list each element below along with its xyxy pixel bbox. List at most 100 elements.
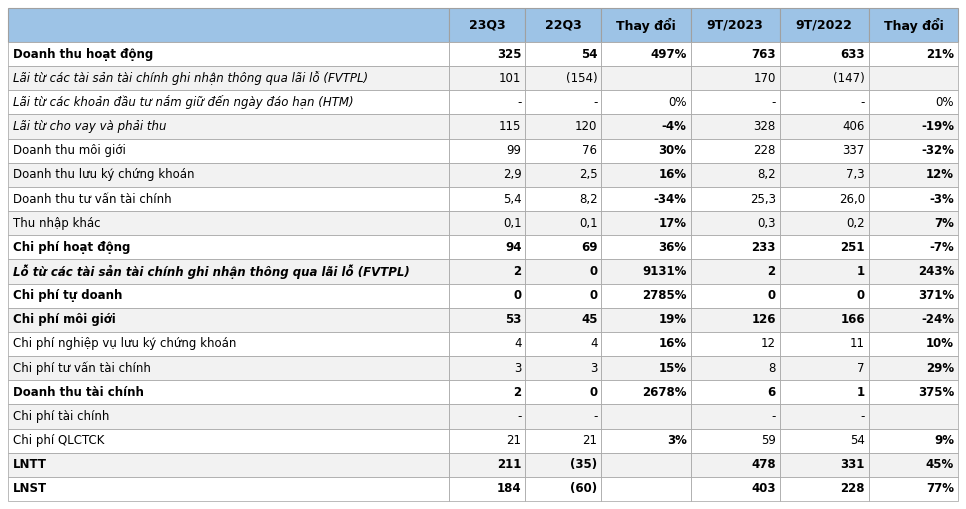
Text: -19%: -19% bbox=[921, 120, 954, 133]
Text: 228: 228 bbox=[840, 483, 865, 495]
Bar bbox=[780, 235, 868, 260]
Bar bbox=[8, 42, 449, 66]
Text: -: - bbox=[772, 96, 776, 109]
Bar bbox=[602, 211, 691, 235]
Text: 21: 21 bbox=[582, 434, 598, 447]
Text: 633: 633 bbox=[840, 47, 865, 61]
Text: 325: 325 bbox=[497, 47, 522, 61]
Bar bbox=[691, 308, 780, 332]
Bar bbox=[8, 284, 449, 308]
Bar bbox=[691, 332, 780, 356]
Text: 7,3: 7,3 bbox=[846, 168, 865, 181]
Bar bbox=[602, 260, 691, 284]
Text: 0%: 0% bbox=[935, 96, 954, 109]
Bar bbox=[868, 284, 958, 308]
Bar bbox=[780, 211, 868, 235]
Bar bbox=[526, 66, 602, 90]
Bar bbox=[526, 211, 602, 235]
Bar bbox=[868, 477, 958, 501]
Text: 406: 406 bbox=[842, 120, 865, 133]
Bar bbox=[602, 90, 691, 115]
Text: Chi phí môi giới: Chi phí môi giới bbox=[13, 314, 116, 326]
Bar bbox=[526, 332, 602, 356]
Bar bbox=[449, 235, 526, 260]
Bar bbox=[8, 163, 449, 187]
Text: 478: 478 bbox=[752, 458, 776, 471]
Text: 10%: 10% bbox=[926, 337, 954, 351]
Text: 2,9: 2,9 bbox=[502, 168, 522, 181]
Bar bbox=[449, 8, 526, 42]
Bar bbox=[868, 115, 958, 138]
Text: 3: 3 bbox=[590, 361, 598, 375]
Text: 328: 328 bbox=[753, 120, 776, 133]
Bar bbox=[691, 380, 780, 404]
Bar bbox=[8, 429, 449, 453]
Text: 9%: 9% bbox=[934, 434, 954, 447]
Bar bbox=[8, 211, 449, 235]
Bar bbox=[602, 235, 691, 260]
Bar bbox=[449, 477, 526, 501]
Bar bbox=[449, 356, 526, 380]
Bar bbox=[526, 453, 602, 477]
Bar bbox=[8, 187, 449, 211]
Text: -3%: -3% bbox=[929, 192, 954, 206]
Text: -34%: -34% bbox=[654, 192, 687, 206]
Bar bbox=[449, 115, 526, 138]
Text: 0: 0 bbox=[857, 289, 865, 302]
Bar bbox=[868, 8, 958, 42]
Text: Chi phí nghiệp vụ lưu ký chứng khoán: Chi phí nghiệp vụ lưu ký chứng khoán bbox=[13, 337, 237, 351]
Text: 497%: 497% bbox=[650, 47, 687, 61]
Text: 29%: 29% bbox=[925, 361, 954, 375]
Text: 36%: 36% bbox=[659, 241, 687, 254]
Bar bbox=[691, 115, 780, 138]
Text: 8: 8 bbox=[768, 361, 776, 375]
Bar bbox=[449, 308, 526, 332]
Text: 2785%: 2785% bbox=[642, 289, 687, 302]
Bar bbox=[449, 380, 526, 404]
Bar bbox=[780, 356, 868, 380]
Bar bbox=[691, 453, 780, 477]
Text: Lãi từ các tài sản tài chính ghi nhận thông qua lãi lỗ (FVTPL): Lãi từ các tài sản tài chính ghi nhận th… bbox=[13, 71, 368, 85]
Bar bbox=[449, 453, 526, 477]
Bar bbox=[526, 284, 602, 308]
Text: Lãi từ các khoản đầu tư nắm giữ đến ngày đáo hạn (HTM): Lãi từ các khoản đầu tư nắm giữ đến ngày… bbox=[13, 95, 354, 109]
Text: 4: 4 bbox=[514, 337, 522, 351]
Bar bbox=[868, 308, 958, 332]
Bar bbox=[780, 187, 868, 211]
Bar bbox=[780, 380, 868, 404]
Text: 53: 53 bbox=[505, 314, 522, 326]
Text: 26,0: 26,0 bbox=[838, 192, 865, 206]
Bar bbox=[602, 187, 691, 211]
Bar bbox=[691, 90, 780, 115]
Text: 45: 45 bbox=[581, 314, 598, 326]
Text: 403: 403 bbox=[752, 483, 776, 495]
Text: 170: 170 bbox=[753, 72, 776, 84]
Text: Lỗ từ các tài sản tài chính ghi nhận thông qua lãi lỗ (FVTPL): Lỗ từ các tài sản tài chính ghi nhận thô… bbox=[13, 264, 410, 279]
Text: 251: 251 bbox=[840, 241, 865, 254]
Bar bbox=[868, 90, 958, 115]
Bar bbox=[868, 429, 958, 453]
Bar bbox=[602, 284, 691, 308]
Text: 54: 54 bbox=[581, 47, 598, 61]
Bar bbox=[526, 380, 602, 404]
Bar bbox=[526, 8, 602, 42]
Bar bbox=[868, 66, 958, 90]
Text: (154): (154) bbox=[566, 72, 598, 84]
Text: Thay đổi: Thay đổi bbox=[884, 17, 944, 33]
Text: -: - bbox=[517, 96, 522, 109]
Text: -7%: -7% bbox=[929, 241, 954, 254]
Text: 16%: 16% bbox=[659, 337, 687, 351]
Text: Doanh thu hoạt động: Doanh thu hoạt động bbox=[13, 47, 154, 61]
Bar bbox=[526, 42, 602, 66]
Bar bbox=[526, 356, 602, 380]
Bar bbox=[691, 42, 780, 66]
Text: 166: 166 bbox=[840, 314, 865, 326]
Bar bbox=[780, 284, 868, 308]
Text: Chi phí tự doanh: Chi phí tự doanh bbox=[13, 289, 123, 302]
Text: 7%: 7% bbox=[934, 217, 954, 230]
Bar bbox=[602, 66, 691, 90]
Text: 99: 99 bbox=[506, 144, 522, 157]
Text: 0,1: 0,1 bbox=[579, 217, 598, 230]
Bar bbox=[8, 453, 449, 477]
Bar bbox=[780, 115, 868, 138]
